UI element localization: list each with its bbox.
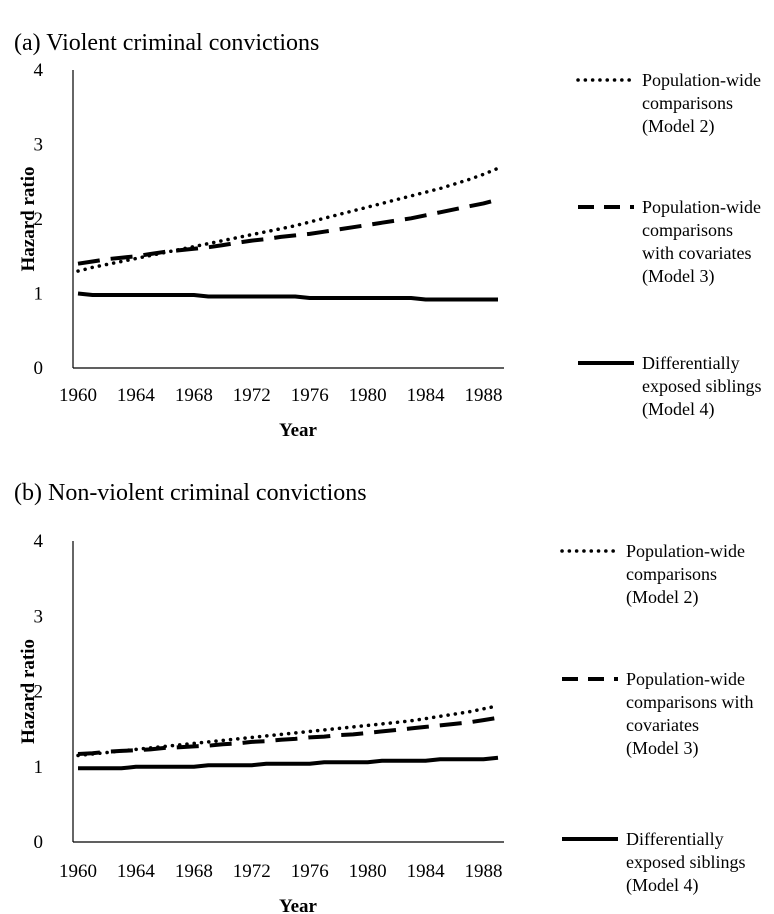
legend-label: Population-wide <box>642 70 761 90</box>
x-tick-label: 1988 <box>465 385 503 406</box>
x-tick-label: 1976 <box>291 861 329 882</box>
legend-label: comparisons <box>626 564 717 584</box>
x-tick-label: 1984 <box>407 385 446 406</box>
y-tick-label: 0 <box>34 832 44 853</box>
series-line-solid <box>78 755 499 771</box>
legend-label: covariates <box>626 715 699 735</box>
y-tick-label: 3 <box>34 135 44 156</box>
legend-label: Population-wide <box>642 197 761 217</box>
x-tick-label: 1972 <box>233 861 271 882</box>
series-line-dashed <box>77 197 499 266</box>
legend-label: comparisons <box>642 93 733 113</box>
x-tick-label: 1980 <box>349 861 387 882</box>
y-tick-label: 2 <box>34 209 44 230</box>
legend-label: (Model 3) <box>642 266 714 287</box>
legend-label: (Model 2) <box>642 116 714 137</box>
x-tick-label: 1988 <box>465 861 503 882</box>
panel-non-violent: (b) Non-violent criminal convictions 0 1 2 3… <box>14 480 754 914</box>
series-line-dotted <box>76 704 500 758</box>
y-tick-label: 2 <box>34 682 44 703</box>
y-tick-label: 0 <box>34 358 44 379</box>
x-tick-label: 1968 <box>175 861 213 882</box>
legend-label: Differentially <box>642 353 740 373</box>
legend-label: (Model 3) <box>626 738 698 759</box>
x-tick-label: 1980 <box>349 385 387 406</box>
y-tick-label: 1 <box>34 284 44 305</box>
series-line-dashed <box>77 715 499 756</box>
legend-label: (Model 2) <box>626 587 698 608</box>
x-tick-label: 1960 <box>59 385 97 406</box>
x-tick-label: 1964 <box>117 385 156 406</box>
x-axis-title: Year <box>279 420 318 441</box>
x-tick-label: 1968 <box>175 385 213 406</box>
y-axis-title: Hazard ratio <box>18 639 39 744</box>
series-line-solid <box>77 291 498 302</box>
legend-label: Population-wide <box>626 669 745 689</box>
x-tick-label: 1984 <box>407 861 446 882</box>
series-line-dotted <box>76 166 500 273</box>
y-tick-label: 3 <box>34 606 44 627</box>
x-tick-label: 1972 <box>233 385 271 406</box>
legend-label: comparisons <box>642 220 733 240</box>
legend-label: (Model 4) <box>626 875 698 896</box>
legend-label: (Model 4) <box>642 399 714 420</box>
chart-title: (b) Non-violent criminal convictions <box>14 480 367 506</box>
x-axis-title: Year <box>279 896 318 914</box>
legend-label: exposed siblings <box>642 376 762 396</box>
x-tick-label: 1960 <box>59 861 97 882</box>
legend-label: Differentially <box>626 829 724 849</box>
legend-label: exposed siblings <box>626 852 746 872</box>
y-axis-title: Hazard ratio <box>18 166 39 271</box>
y-tick-label: 4 <box>34 60 44 81</box>
panel-violent: (a) Violent criminal convictions 0 1 2 3 4 196… <box>14 30 762 441</box>
x-tick-label: 1976 <box>291 385 329 406</box>
x-tick-label: 1964 <box>117 861 156 882</box>
legend-label: comparisons with <box>626 692 754 712</box>
y-tick-label: 1 <box>34 757 44 778</box>
legend-label: with covariates <box>642 243 751 263</box>
y-tick-label: 4 <box>34 531 44 552</box>
chart-title: (a) Violent criminal convictions <box>14 30 319 56</box>
legend-label: Population-wide <box>626 541 745 561</box>
